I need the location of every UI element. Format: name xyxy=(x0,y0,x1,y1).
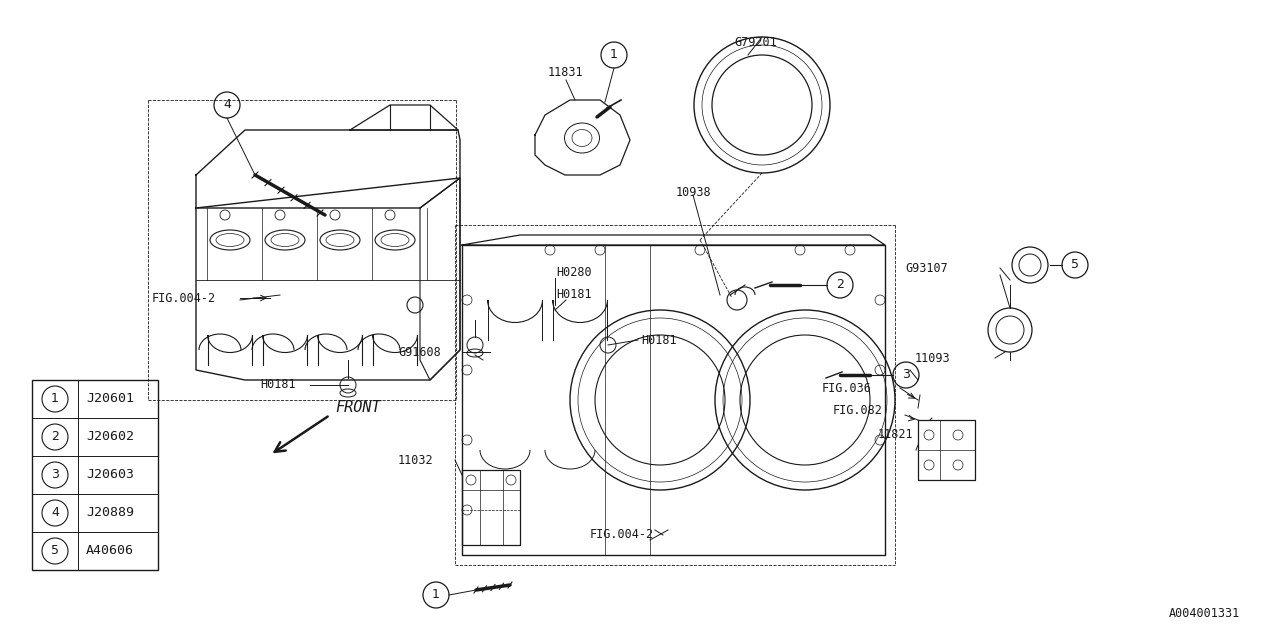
Text: H0181: H0181 xyxy=(260,378,296,392)
Text: J20889: J20889 xyxy=(86,506,134,520)
Text: 3: 3 xyxy=(51,468,59,481)
Text: 1: 1 xyxy=(433,589,440,602)
Text: 5: 5 xyxy=(1071,259,1079,271)
Text: 11821: 11821 xyxy=(878,429,914,442)
Text: FIG.004-2: FIG.004-2 xyxy=(590,529,654,541)
Text: J20602: J20602 xyxy=(86,431,134,444)
Text: 4: 4 xyxy=(51,506,59,520)
Text: J20603: J20603 xyxy=(86,468,134,481)
Text: J20601: J20601 xyxy=(86,392,134,406)
Text: 1: 1 xyxy=(51,392,59,406)
Text: 2: 2 xyxy=(836,278,844,291)
Text: G93107: G93107 xyxy=(905,262,947,275)
Text: 11032: 11032 xyxy=(398,454,434,467)
Text: G79201: G79201 xyxy=(733,35,777,49)
Text: FIG.036: FIG.036 xyxy=(822,381,872,394)
Text: 2: 2 xyxy=(51,431,59,444)
Text: 11831: 11831 xyxy=(548,67,584,79)
Text: FIG.004-2: FIG.004-2 xyxy=(152,291,216,305)
Text: 4: 4 xyxy=(223,99,230,111)
Text: FIG.082: FIG.082 xyxy=(833,403,883,417)
Text: A40606: A40606 xyxy=(86,545,134,557)
Text: G91608: G91608 xyxy=(398,346,440,358)
Text: A004001331: A004001331 xyxy=(1169,607,1240,620)
Text: 3: 3 xyxy=(902,369,910,381)
Text: H0181: H0181 xyxy=(556,289,591,301)
Text: 11093: 11093 xyxy=(915,351,951,365)
Text: 5: 5 xyxy=(51,545,59,557)
Text: 1: 1 xyxy=(611,49,618,61)
Text: FRONT: FRONT xyxy=(335,401,380,415)
Text: H0280: H0280 xyxy=(556,266,591,280)
Bar xyxy=(32,380,157,570)
Text: 10938: 10938 xyxy=(676,186,712,198)
Text: H0181: H0181 xyxy=(641,333,677,346)
